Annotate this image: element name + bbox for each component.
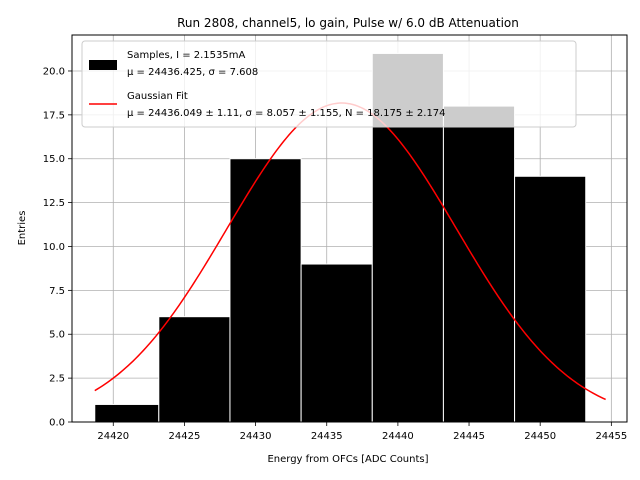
histogram-bar <box>514 175 587 423</box>
y-tick-label: 20.0 <box>43 66 65 77</box>
legend-box <box>81 40 577 128</box>
y-tick-label: 0.0 <box>49 418 65 429</box>
plot-frame <box>71 34 628 423</box>
x-tick-label: 24450 <box>524 431 556 442</box>
histogram-bar <box>158 316 231 423</box>
histogram-bar <box>94 403 160 423</box>
y-tick-label: 10.0 <box>43 242 65 253</box>
x-tick-label: 24435 <box>311 431 343 442</box>
y-axis-ticks: 0.0 2.5 5.0 7.5 10.0 12.5 15.0 17.5 20.0 <box>43 66 72 429</box>
x-axis-label: Energy from OFCs [ADC Counts] <box>267 454 428 465</box>
legend: Samples, I = 2.1535mA μ = 24436.425, σ =… <box>81 40 577 128</box>
histogram-bar <box>229 158 302 423</box>
y-tick-label: 2.5 <box>49 374 65 385</box>
y-tick-label: 5.0 <box>49 330 65 341</box>
x-tick-label: 24425 <box>169 431 201 442</box>
legend-samples-stats: μ = 24436.425, σ = 7.608 <box>127 67 258 78</box>
legend-samples-swatch <box>89 60 117 70</box>
legend-fit-label: Gaussian Fit <box>127 91 188 102</box>
y-tick-label: 12.5 <box>43 198 65 209</box>
y-tick-label: 7.5 <box>49 286 65 297</box>
legend-samples-label: Samples, I = 2.1535mA <box>127 50 245 61</box>
y-tick-label: 17.5 <box>43 110 65 121</box>
y-tick-label: 15.0 <box>43 154 65 165</box>
x-tick-label: 24440 <box>382 431 414 442</box>
legend-fit-stats: μ = 24436.049 ± 1.11, σ = 8.057 ± 1.155,… <box>127 108 446 119</box>
x-tick-label: 24420 <box>97 431 129 442</box>
histogram-bar <box>442 105 516 423</box>
x-tick-label: 24445 <box>453 431 485 442</box>
chart-title: Run 2808, channel5, lo gain, Pulse w/ 6.… <box>177 16 519 30</box>
x-axis-ticks: 24420 24425 24430 24435 24440 24445 24450 24455 <box>97 422 627 442</box>
y-axis-label: Entries <box>17 211 28 246</box>
x-tick-label: 24455 <box>595 431 627 442</box>
x-tick-label: 24430 <box>240 431 272 442</box>
histogram-bar <box>300 263 373 423</box>
